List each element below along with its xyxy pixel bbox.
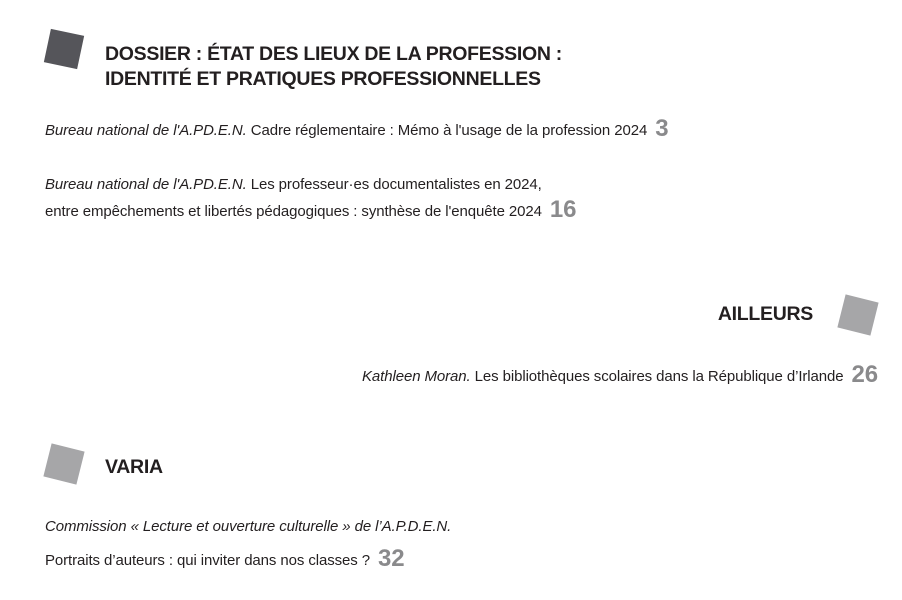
page-number: 16 bbox=[549, 196, 577, 223]
toc-entry[interactable]: Kathleen Moran. Les bibliothèques scolai… bbox=[362, 362, 878, 389]
section-title-line: IDENTITÉ ET PRATIQUES PROFESSIONNELLES bbox=[105, 68, 541, 90]
entry-author: Bureau national de l'A.PD.E.N. bbox=[45, 176, 247, 193]
page-number: 32 bbox=[377, 545, 405, 572]
section-marker-square-icon bbox=[43, 28, 85, 70]
section-title-line: DOSSIER : ÉTAT DES LIEUX DE LA PROFESSIO… bbox=[105, 43, 562, 65]
page-number: 3 bbox=[655, 115, 669, 142]
entry-title-line2: entre empêchements et libertés pédagogiq… bbox=[45, 203, 542, 220]
entry-author: Kathleen Moran. bbox=[362, 368, 471, 385]
toc-entry[interactable]: Bureau national de l'A.PD.E.N. Cadre rég… bbox=[45, 115, 669, 143]
toc-entry[interactable]: Commission « Lecture et ouverture cultur… bbox=[45, 511, 451, 577]
toc-entry[interactable]: Bureau national de l'A.PD.E.N. Les profe… bbox=[45, 172, 576, 224]
section-title-ailleurs: AILLEURS bbox=[717, 303, 813, 325]
entry-author: Bureau national de l'A.PD.E.N. bbox=[45, 122, 247, 139]
entry-title: Portraits d’auteurs : qui inviter dans n… bbox=[45, 552, 370, 569]
entry-author: Commission « Lecture et ouverture cultur… bbox=[45, 518, 452, 535]
section-marker-square-icon bbox=[43, 443, 85, 485]
entry-title: Les bibliothèques scolaires dans la Répu… bbox=[474, 368, 844, 385]
section-title-dossier: DOSSIER : ÉTAT DES LIEUX DE LA PROFESSIO… bbox=[105, 42, 562, 92]
entry-title: Les professeur·es documentalistes en 202… bbox=[250, 176, 542, 193]
section-title-varia: VARIA bbox=[105, 456, 163, 478]
entry-title: Cadre réglementaire : Mémo à l'usage de … bbox=[250, 122, 648, 139]
section-marker-square-icon bbox=[837, 294, 879, 336]
page-number: 26 bbox=[851, 361, 879, 388]
